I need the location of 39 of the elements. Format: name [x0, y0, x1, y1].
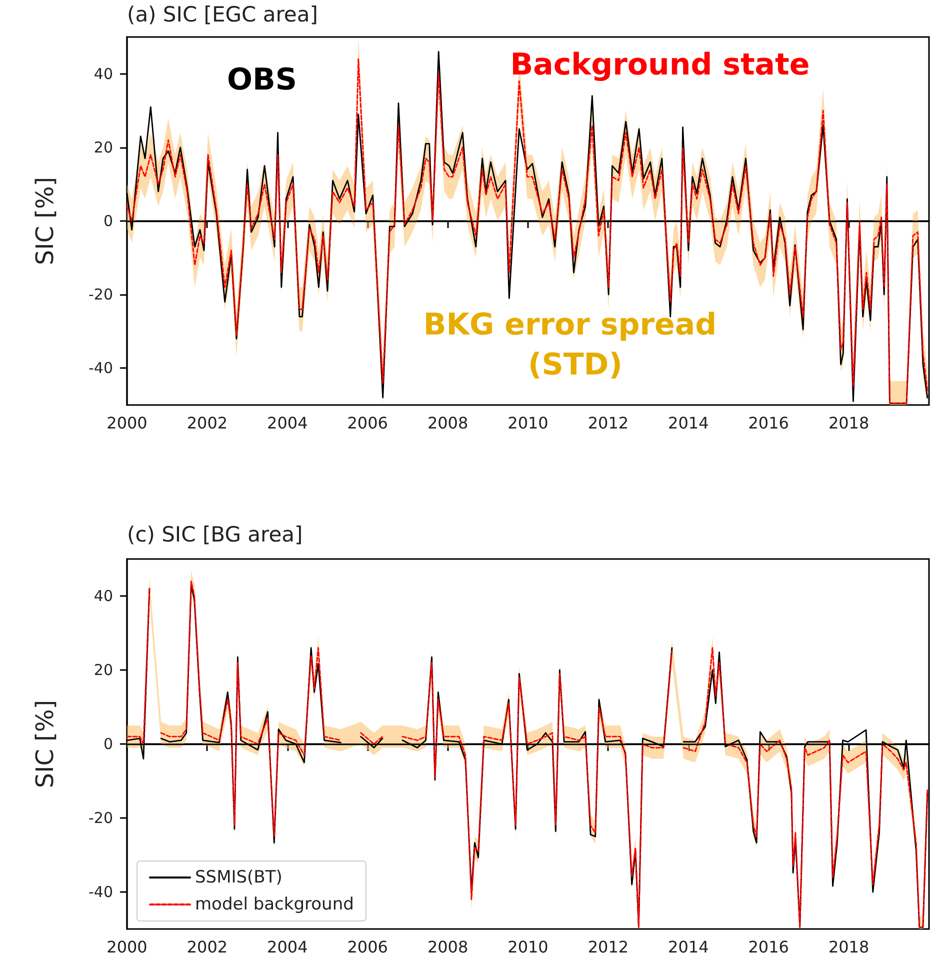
x-tick-label: 2004 [267, 938, 308, 956]
annotation: BKG error spread (STD) [423, 308, 717, 382]
chart-title: (c) SIC [BG area] [127, 522, 303, 546]
x-tick-label: 2000 [106, 938, 148, 956]
x-tick-label: 2016 [748, 414, 789, 432]
x-tick-label: 2006 [347, 938, 388, 956]
x-tick-label: 2018 [828, 414, 870, 432]
annotation: OBS [227, 62, 297, 98]
annotation: Background state [510, 48, 810, 82]
x-tick-label: 2010 [508, 938, 548, 956]
x-tick-label: 2006 [347, 414, 388, 432]
x-tick-label: 2002 [186, 938, 228, 956]
y-tick-label: -40 [88, 359, 113, 378]
x-tick-label: 2016 [748, 938, 789, 956]
y-axis-title: SIC [%] [31, 176, 59, 266]
x-tick-label: 2004 [267, 414, 308, 432]
x-tick-label: 2008 [427, 414, 468, 432]
y-tick-label: 20 [94, 661, 113, 679]
y-tick-label: 0 [103, 735, 113, 753]
x-tick-label: 2014 [668, 938, 709, 956]
y-tick-label: -20 [88, 286, 113, 304]
x-tick-label: 2010 [508, 414, 548, 432]
x-tick-label: 2012 [588, 414, 629, 432]
y-tick-label: -40 [88, 883, 113, 901]
y-tick-label: 40 [94, 64, 113, 83]
y-tick-label: 20 [94, 138, 113, 156]
y-axis-title: SIC [%] [31, 700, 59, 788]
chart-title: (a) SIC [EGC area] [127, 2, 318, 26]
x-tick-label: 2008 [427, 938, 468, 956]
y-tick-label: 0 [103, 212, 113, 230]
y-tick-label: 40 [94, 587, 113, 605]
legend-label: SSMIS(BT) [195, 868, 282, 888]
x-tick-label: 2002 [186, 414, 228, 432]
x-tick-label: 2018 [828, 938, 870, 956]
x-tick-label: 2014 [668, 414, 709, 432]
x-tick-label: 2000 [106, 414, 148, 432]
x-tick-label: 2012 [588, 938, 629, 956]
legend-label: model background [195, 894, 354, 914]
y-tick-label: -20 [88, 809, 113, 827]
